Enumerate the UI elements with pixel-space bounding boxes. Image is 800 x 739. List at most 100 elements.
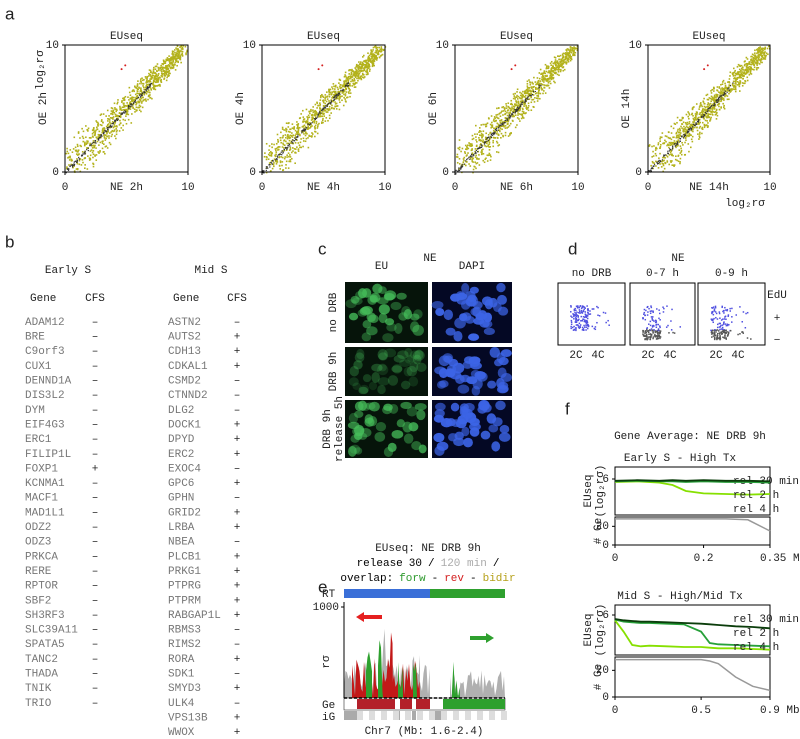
- gene-name: CUX1: [25, 361, 52, 373]
- scatter-point: [502, 114, 504, 116]
- scatter-point: [165, 58, 167, 61]
- flow-event: [652, 319, 654, 321]
- scatter-point: [363, 60, 365, 62]
- scatter-point: [543, 87, 546, 89]
- scatter-point: [88, 159, 91, 161]
- scatter-point: [686, 129, 688, 131]
- scatter-point: [720, 88, 722, 90]
- scatter-point: [176, 55, 179, 58]
- flow-event: [575, 327, 577, 329]
- scatter-point: [365, 65, 368, 67]
- flow-event: [713, 317, 715, 320]
- scatter-point: [354, 75, 357, 77]
- nucleus: [408, 376, 419, 387]
- scatter-point: [677, 134, 680, 136]
- scatter-point: [691, 128, 694, 131]
- scatter-point: [370, 50, 373, 52]
- condition-label: NE: [423, 253, 437, 265]
- scatter-point: [177, 53, 180, 56]
- scatter-point: [694, 124, 697, 126]
- scatter-point: [129, 108, 132, 110]
- scatter-point: [696, 126, 698, 129]
- scatter-point: [343, 80, 345, 83]
- scatter-point: [80, 154, 83, 156]
- flow-event: [679, 326, 682, 328]
- scatter-point: [740, 64, 743, 67]
- scatter-point: [735, 72, 737, 75]
- scatter-point: [304, 134, 307, 137]
- x-axis-label: NE 14h: [689, 182, 729, 194]
- gene-name: DLG2: [168, 405, 194, 417]
- scatter-point: [128, 91, 131, 94]
- scatter-point: [303, 128, 305, 130]
- nucleus: [412, 324, 424, 336]
- scatter-point: [565, 52, 567, 54]
- scatter-point: [705, 109, 708, 111]
- scatter-point: [351, 78, 354, 81]
- scatter-point: [476, 133, 479, 135]
- scatter-point: [267, 158, 270, 160]
- scatter-point: [306, 118, 309, 121]
- scatter-point: [689, 127, 692, 129]
- scatter-point: [91, 129, 94, 131]
- scatter-point: [312, 120, 314, 123]
- scatter-point: [150, 75, 152, 78]
- scatter-point: [711, 88, 714, 91]
- scatter-point: [540, 84, 542, 86]
- x-axis-label: NE 2h: [110, 182, 143, 194]
- scatter-point: [318, 122, 320, 125]
- scatter-point: [708, 108, 710, 110]
- scatter-point: [100, 124, 103, 127]
- scatter-point: [278, 146, 281, 148]
- scatter-point: [717, 97, 720, 99]
- scatter-point: [701, 105, 703, 108]
- scatter-point: [185, 52, 187, 54]
- scatter-point: [168, 59, 171, 62]
- flow-event: [662, 311, 665, 313]
- scatter-point: [751, 53, 754, 56]
- scatter-point: [280, 141, 283, 144]
- scatter-point: [487, 117, 490, 119]
- scatter-point: [517, 108, 520, 110]
- scatter-point: [100, 120, 103, 123]
- cfs-status: –: [92, 419, 99, 431]
- scatter-point: [665, 154, 668, 157]
- scatter-point: [139, 100, 141, 103]
- flow-event: [723, 321, 725, 323]
- scatter-point: [494, 120, 496, 123]
- row-label: DRB 9h: [328, 352, 340, 392]
- scatter-point: [180, 48, 183, 50]
- flow-event: [648, 333, 650, 336]
- scatter-point: [287, 146, 289, 149]
- scatter-point: [116, 129, 118, 132]
- gene-name: BRE: [25, 332, 45, 344]
- scatter-point: [680, 125, 682, 128]
- scatter-point: [654, 149, 657, 151]
- scatter-point: [152, 83, 154, 86]
- x-axis-label: NE 4h: [307, 182, 340, 194]
- scatter-point: [691, 113, 693, 116]
- scatter-point: [507, 122, 509, 125]
- scatter-point: [283, 149, 286, 152]
- scatter-point: [164, 71, 167, 73]
- scatter-point: [92, 141, 94, 144]
- scatter-point: [149, 83, 152, 86]
- scatter-point: [130, 103, 132, 105]
- scatter-point: [143, 78, 145, 81]
- cfs-status: –: [234, 405, 241, 417]
- scatter-point: [674, 158, 677, 161]
- scatter-point: [355, 71, 358, 73]
- scatter-point: [506, 109, 509, 112]
- scatter-point: [116, 119, 119, 122]
- axis-unit: log₂rσ: [725, 198, 765, 210]
- scatter-point: [661, 132, 664, 134]
- nucleus: [377, 377, 390, 386]
- scatter-point: [551, 77, 554, 79]
- scatter-point: [175, 47, 177, 49]
- nucleus: [412, 350, 425, 361]
- scatter-point: [485, 123, 488, 126]
- scatter-point: [168, 71, 170, 73]
- scatter-point: [693, 106, 695, 108]
- nucleus: [387, 442, 397, 453]
- scatter-point: [344, 83, 347, 86]
